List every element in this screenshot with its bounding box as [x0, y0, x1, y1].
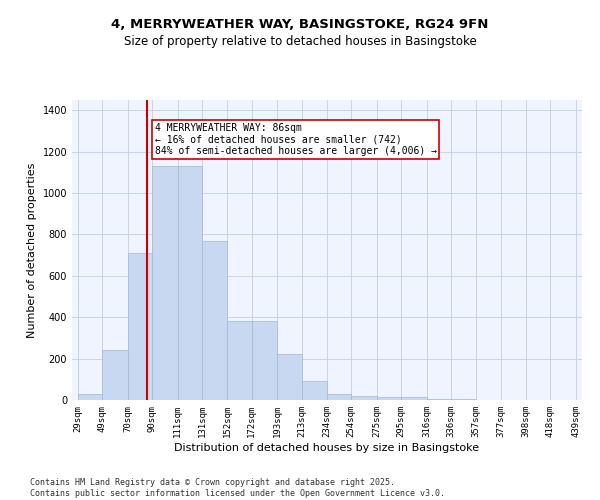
Y-axis label: Number of detached properties: Number of detached properties: [27, 162, 37, 338]
Bar: [178, 166, 202, 400]
Bar: [78, 394, 103, 400]
Bar: [377, 397, 401, 400]
Bar: [451, 399, 476, 400]
Bar: [427, 399, 451, 400]
Bar: [103, 350, 128, 400]
Bar: [277, 354, 302, 400]
Text: Size of property relative to detached houses in Basingstoke: Size of property relative to detached ho…: [124, 35, 476, 48]
Bar: [401, 397, 427, 400]
Text: 4, MERRYWEATHER WAY, BASINGSTOKE, RG24 9FN: 4, MERRYWEATHER WAY, BASINGSTOKE, RG24 9…: [112, 18, 488, 30]
Text: 4 MERRYWEATHER WAY: 86sqm
← 16% of detached houses are smaller (742)
84% of semi: 4 MERRYWEATHER WAY: 86sqm ← 16% of detac…: [155, 123, 437, 156]
Bar: [152, 166, 178, 400]
Bar: [351, 396, 377, 400]
Bar: [202, 240, 227, 400]
Text: Contains HM Land Registry data © Crown copyright and database right 2025.
Contai: Contains HM Land Registry data © Crown c…: [30, 478, 445, 498]
Bar: [327, 394, 351, 400]
X-axis label: Distribution of detached houses by size in Basingstoke: Distribution of detached houses by size …: [175, 442, 479, 452]
Bar: [128, 253, 152, 400]
Bar: [302, 382, 327, 400]
Bar: [227, 322, 252, 400]
Bar: [252, 322, 277, 400]
